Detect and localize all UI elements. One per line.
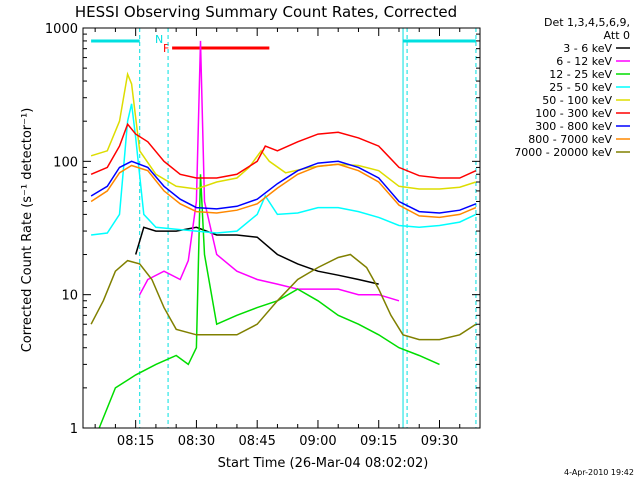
- series-line-8: [90, 253, 477, 341]
- legend-label: 300 - 800 keV: [535, 120, 612, 133]
- y-tick-label: 1000: [45, 22, 78, 37]
- night-flag-label: N: [155, 33, 163, 46]
- x-tick-label: 08:45: [238, 434, 275, 449]
- y-tick-label: 100: [53, 155, 78, 170]
- x-axis-label: Start Time (26-Mar-04 08:02:02): [218, 456, 429, 471]
- x-tick-label: 08:30: [178, 434, 215, 449]
- y-axis-label: Corrected Count Rate (s⁻¹ detector⁻¹): [20, 108, 35, 353]
- x-tick-label: 09:15: [360, 434, 397, 449]
- series-line-0: [134, 226, 379, 285]
- plot-frame: [82, 27, 481, 429]
- series-line-3: [91, 103, 477, 236]
- legend-label: 100 - 300 keV: [535, 107, 612, 120]
- legend-header-line1: Det 1,3,4,5,6,9,: [544, 16, 630, 29]
- footer-date: 4-Apr-2010 19:42: [564, 468, 634, 477]
- x-tick-label: 09:30: [421, 434, 458, 449]
- y-tick-label: 1: [70, 422, 78, 437]
- series-line-6: [90, 160, 477, 214]
- x-tick-label: 08:15: [117, 434, 154, 449]
- axes-layer: 1 10 100 1000 08:15 08:30 08:45 09:00 09:15 09:30: [45, 22, 481, 449]
- series-line-4: [90, 71, 477, 190]
- y-tick-label: 10: [61, 289, 78, 304]
- legend-label: 25 - 50 keV: [549, 81, 612, 94]
- series-line-1: [139, 40, 400, 302]
- legend-label: 6 - 12 keV: [556, 55, 612, 68]
- series-line-7: [90, 163, 477, 219]
- legend-label: 800 - 7000 keV: [528, 133, 612, 146]
- legend-label: 3 - 6 keV: [563, 42, 612, 55]
- legend-label: 12 - 25 keV: [549, 68, 612, 81]
- series-layer: [90, 40, 477, 429]
- x-tick-label: 09:00: [299, 434, 336, 449]
- flare-flag-label: F: [163, 42, 169, 55]
- legend-label: 7000 - 20000 keV: [514, 146, 612, 159]
- chart-title: HESSI Observing Summary Count Rates, Cor…: [75, 3, 457, 21]
- series-line-5: [90, 122, 477, 179]
- legend-label: 50 - 100 keV: [542, 94, 612, 107]
- legend-header-line2: Att 0: [604, 29, 630, 42]
- series-line-2: [98, 174, 440, 429]
